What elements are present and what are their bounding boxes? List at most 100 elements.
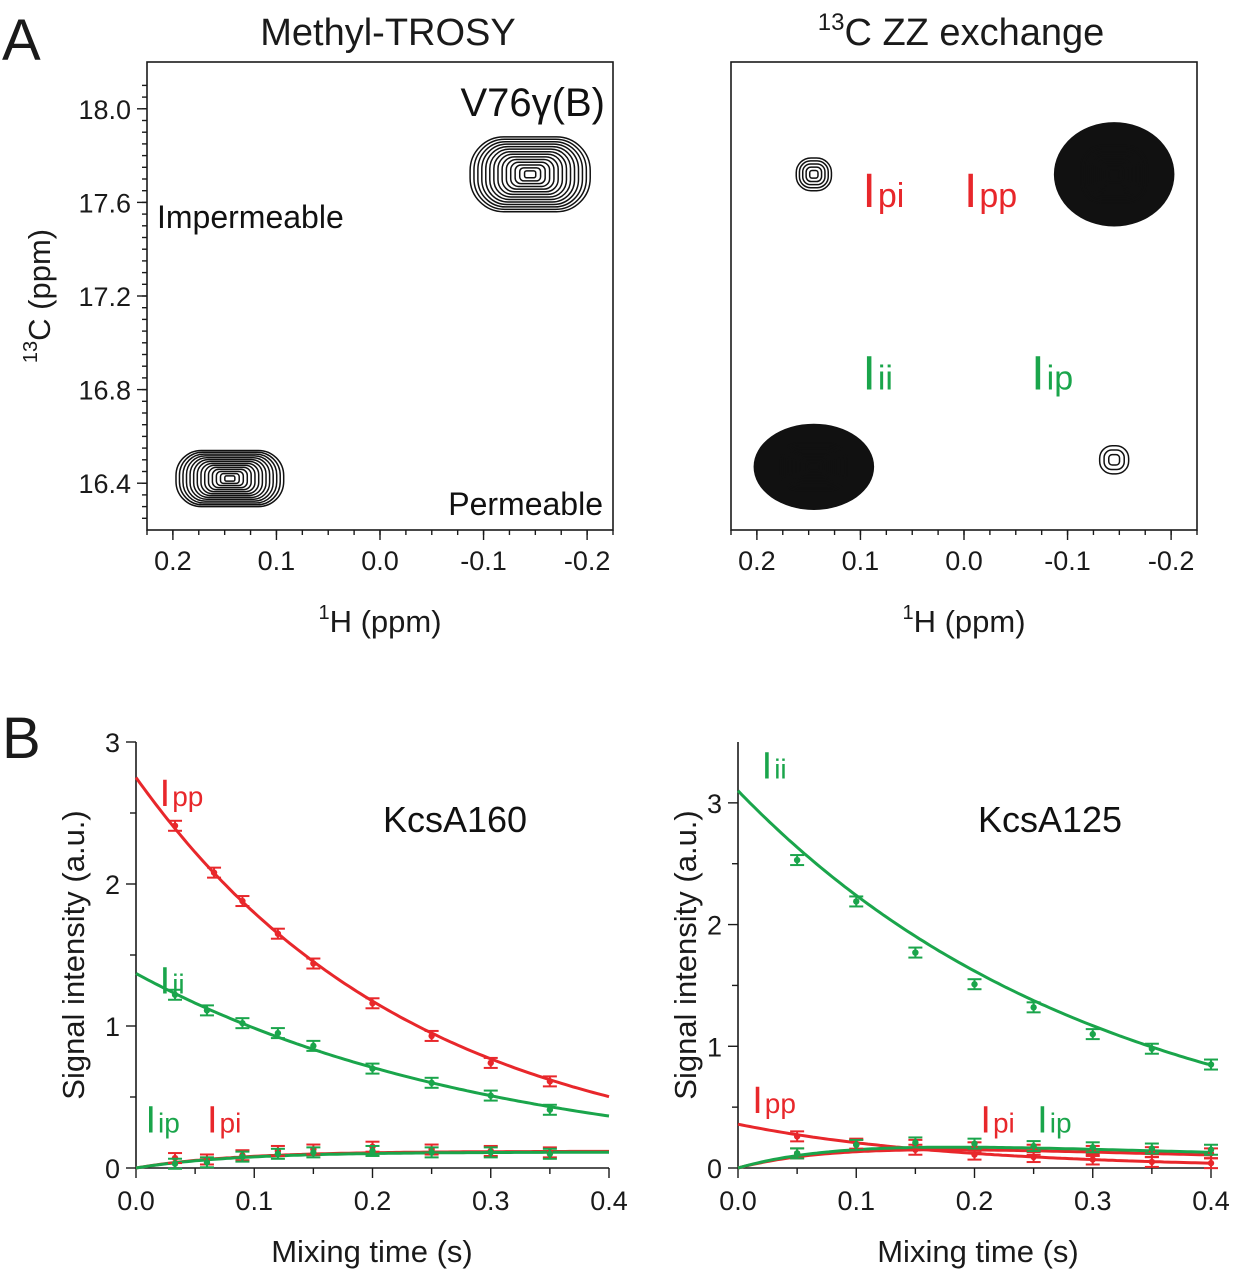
data-point-Iip (542, 1147, 557, 1160)
series-label-Iip-sub: ip (158, 1108, 180, 1139)
point-marker (1089, 1156, 1096, 1163)
series-label-Iii-main: I (160, 960, 171, 1002)
peak-impermeable (175, 449, 285, 508)
contour-level (1099, 161, 1129, 188)
kcsa125-x-axis-title: Mixing time (s) (877, 1234, 1079, 1269)
point-marker (239, 1153, 246, 1160)
zz-exchange-title: 13C ZZ exchange (818, 9, 1105, 54)
point-marker (239, 1019, 246, 1027)
data-point-Iii (1085, 1028, 1100, 1041)
contour-level (808, 169, 819, 179)
panel-letter-b: B (2, 706, 41, 771)
series-label-Ipp-sub: pp (172, 781, 203, 812)
peak-permeable (469, 136, 591, 213)
zz-label-Ipp: Ipp (964, 165, 1017, 218)
contour-level (798, 160, 829, 189)
contour-level (185, 455, 274, 502)
x-tick-label: 0.2 (354, 1186, 392, 1216)
series-label-Ipi-main: I (207, 1100, 218, 1142)
point-marker (428, 1149, 435, 1156)
peak-label-impermeable: Impermeable (157, 199, 344, 235)
data-point-Iii (908, 946, 923, 959)
x-tick-label: 0.1 (258, 546, 296, 576)
contour-level (481, 143, 580, 206)
data-point-Iip (365, 1144, 380, 1157)
y-tick-label: 2 (105, 870, 120, 900)
x-tick-label: 0.0 (945, 546, 983, 576)
point-marker (171, 1160, 179, 1167)
contour-level (1108, 453, 1121, 466)
methyl-trosy-spectrum: Methyl-TROSY V76γ(B) Impermeable Permeab… (20, 12, 614, 639)
contour-level (1103, 449, 1125, 471)
series-label-Iip: Iip (145, 1100, 179, 1142)
x-tick-label: 0.4 (590, 1186, 628, 1216)
y-tick-label: 1 (105, 1012, 120, 1042)
data-point-Iip (306, 1146, 321, 1159)
contour-level (779, 442, 848, 492)
data-point-Iip (790, 1147, 805, 1160)
x-axis-sup: 1 (318, 602, 329, 624)
point-marker (274, 1029, 282, 1037)
y-tick-label: 17.2 (78, 282, 131, 312)
data-point-Iii (849, 895, 864, 908)
series-label-Ipp-sub: pp (765, 1088, 796, 1119)
point-marker (369, 1000, 376, 1007)
y-tick-label: 3 (707, 789, 722, 819)
peak-iii (753, 423, 875, 510)
contour-level (477, 140, 584, 208)
residue-label: V76γ(B) (461, 81, 606, 125)
point-marker (310, 1149, 317, 1156)
contour-level (192, 458, 267, 499)
contour-level (215, 470, 245, 487)
data-point-Iip (424, 1146, 439, 1159)
contour-level (211, 468, 249, 489)
contour-level (787, 447, 841, 486)
point-marker (793, 856, 801, 864)
point-marker (369, 1065, 376, 1072)
contour-level (509, 161, 551, 188)
data-point-Iip (270, 1147, 285, 1160)
series-label-Iii-sub: ii (172, 968, 184, 999)
peak-label-permeable: Permeable (448, 486, 603, 522)
contour-level (485, 145, 576, 203)
series-label-Ipp-main: I (752, 1080, 763, 1122)
data-point-Ipp (207, 866, 222, 879)
x-axis-text: H (ppm) (330, 604, 442, 639)
point-marker (171, 822, 179, 829)
data-point-Iip (1144, 1142, 1159, 1155)
contour-level (200, 462, 260, 495)
x-tick-label: 0.0 (719, 1186, 757, 1216)
methyl-trosy-y-ticks: 16.4 16.8 17.2 17.6 18.0 (78, 84, 147, 519)
contour-level (505, 158, 555, 190)
series-label-Iip-main: I (1037, 1100, 1048, 1142)
zz-title-sup: 13 (818, 9, 845, 36)
contour-level (207, 466, 252, 491)
point-marker (546, 1078, 554, 1085)
data-point-Iii (790, 854, 805, 867)
data-point-Ipp (168, 819, 183, 832)
contour-level (803, 459, 825, 475)
point-marker (487, 1149, 494, 1156)
contour-level (189, 457, 271, 501)
contour-level (518, 167, 542, 182)
point-marker (853, 1141, 860, 1149)
point-marker (1148, 1145, 1156, 1152)
contour-level (501, 156, 559, 193)
data-point-Ipp (235, 895, 250, 908)
zz-label-Iip-main: I (1031, 348, 1044, 401)
x-tick-label: -0.1 (1044, 546, 1091, 576)
x-tick-label: 0.1 (842, 546, 880, 576)
peak-ipp (1053, 122, 1175, 227)
contour-level (178, 451, 281, 506)
contour-level (203, 464, 256, 493)
data-point-Ipp (270, 927, 285, 940)
data-point-Iii (967, 978, 982, 991)
kcsa125-points (790, 854, 1218, 1170)
series-label-Iip: Iip (1037, 1100, 1071, 1142)
x-tick-label: 0.2 (154, 546, 192, 576)
x-tick-label: 0.4 (1192, 1186, 1230, 1216)
y-tick-label: 0 (105, 1154, 120, 1184)
zz-label-Ipi-sub: pi (878, 177, 904, 215)
methyl-trosy-y-axis-title: 13C (ppm) (20, 229, 57, 363)
